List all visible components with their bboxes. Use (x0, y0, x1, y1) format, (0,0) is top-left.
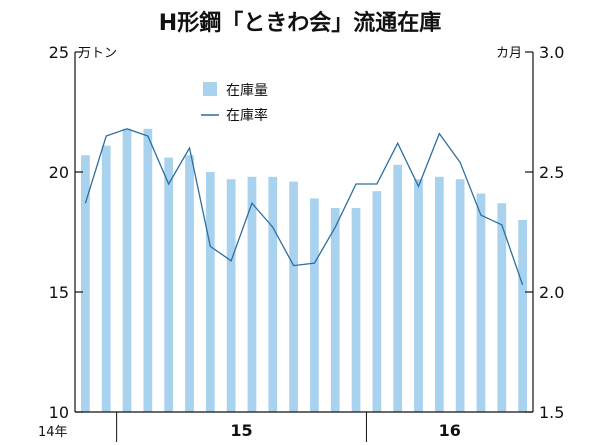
right-tick-label: 1.5 (539, 403, 564, 422)
bar (414, 179, 423, 412)
bar (455, 179, 465, 412)
bar (330, 208, 340, 412)
left-tick-label: 25 (49, 43, 69, 62)
bar (268, 176, 278, 412)
legend-label: 在庫量 (226, 82, 268, 99)
x-year-label: 16 (439, 421, 461, 440)
bar (497, 203, 507, 412)
axes-layer: 10 15 20 25 1.5 2.0 2.5 3.0 14年 15 16 (38, 43, 564, 442)
bar (143, 128, 153, 413)
bar (185, 155, 194, 412)
left-tick-label: 15 (49, 283, 69, 302)
legend-label: 在庫率 (226, 107, 268, 124)
bar (81, 155, 90, 412)
bar (289, 181, 298, 412)
bar (205, 172, 215, 412)
bar (226, 179, 236, 412)
line-layer (84, 128, 524, 286)
left-tick-label: 10 (49, 403, 69, 422)
x-year-label: 15 (230, 421, 252, 440)
series-line (84, 128, 524, 286)
right-axis-unit: カ月 (496, 46, 522, 61)
bar (434, 176, 444, 412)
chart-title: H形鋼「ときわ会」流通在庫 (159, 10, 441, 36)
bar (351, 208, 361, 412)
x-year-label: 14年 (38, 425, 68, 440)
bar (393, 164, 403, 412)
right-tick-label: 3.0 (539, 43, 564, 62)
bar (247, 176, 257, 412)
left-axis-unit: 万トン (78, 46, 117, 61)
bars-layer (81, 128, 527, 413)
bar (372, 191, 382, 412)
bar (518, 220, 527, 412)
legend-swatch-bar (203, 82, 217, 96)
bar (122, 128, 132, 413)
bar (476, 193, 486, 412)
left-tick-label: 20 (49, 163, 69, 182)
right-tick-label: 2.5 (539, 163, 564, 182)
bar (310, 198, 319, 412)
bar (101, 145, 111, 412)
bar (164, 157, 174, 412)
right-tick-label: 2.0 (539, 283, 564, 302)
